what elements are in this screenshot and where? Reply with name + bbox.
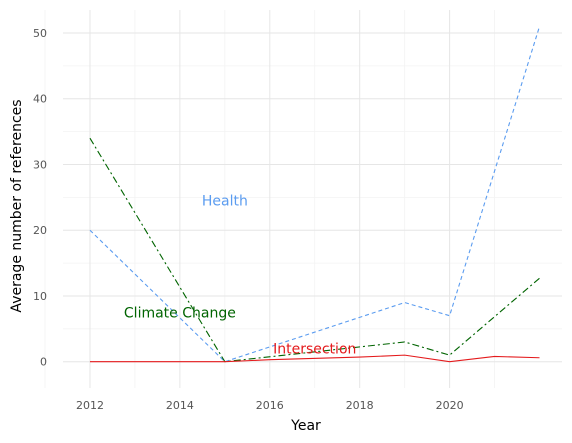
x-tick-label: 2014 xyxy=(166,399,194,412)
x-tick-label: 2020 xyxy=(436,399,464,412)
y-tick-label: 40 xyxy=(33,93,47,106)
x-tick-label: 2016 xyxy=(256,399,284,412)
minor-grid xyxy=(44,10,562,388)
y-tick-label: 20 xyxy=(33,224,47,237)
y-tick-label: 0 xyxy=(40,356,47,369)
major-grid xyxy=(63,10,562,388)
y-tick-label: 10 xyxy=(33,290,47,303)
series-annotation: Climate Change xyxy=(124,305,236,321)
series-annotations: Health Climate Change Intersection xyxy=(124,194,356,358)
y-axis-title: Average number of references xyxy=(9,99,25,312)
series-line-intersection xyxy=(89,354,540,363)
x-tick-label: 2018 xyxy=(346,399,374,412)
y-axis-ticks: 0 10 20 30 40 50 xyxy=(33,27,47,369)
y-tick-label: 50 xyxy=(33,27,47,40)
x-tick-label: 2012 xyxy=(76,399,104,412)
series-line-health xyxy=(89,26,541,363)
series-annotation: Health xyxy=(202,194,248,210)
series-lines xyxy=(89,26,541,363)
x-axis-ticks: 2012 2014 2016 2018 2020 xyxy=(76,399,464,412)
y-tick-label: 30 xyxy=(33,158,47,171)
series-annotation: Intersection xyxy=(273,342,356,358)
x-axis-title: Year xyxy=(290,418,321,434)
